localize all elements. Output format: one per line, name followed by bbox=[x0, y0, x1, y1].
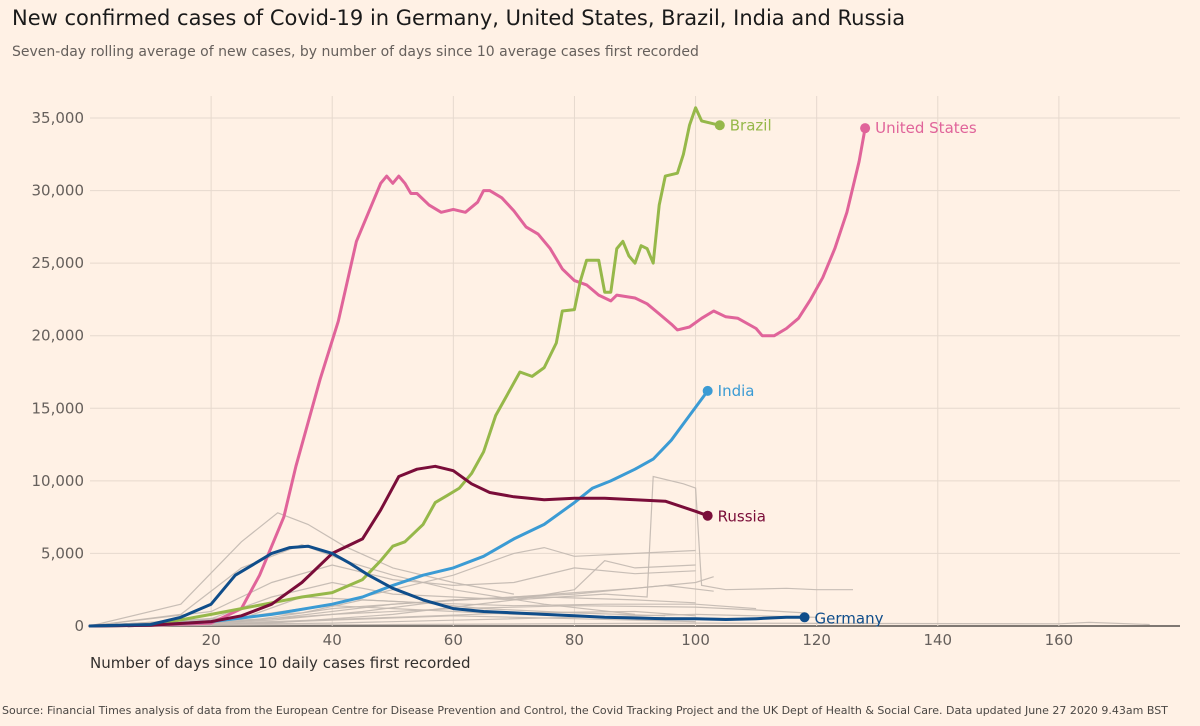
x-axis-label: Number of days since 10 daily cases firs… bbox=[90, 654, 471, 672]
chart-title: New confirmed cases of Covid-19 in Germa… bbox=[12, 6, 906, 30]
series-label-germany: Germany bbox=[815, 609, 884, 627]
source-note: Source: Financial Times analysis of data… bbox=[0, 704, 1200, 717]
series-end-dot-india bbox=[702, 385, 713, 396]
series-label-india: India bbox=[718, 382, 755, 400]
y-tick-label: 20,000 bbox=[32, 327, 85, 345]
background-country-line bbox=[89, 613, 817, 627]
background-country-line bbox=[89, 512, 515, 627]
source-text: Source: Financial Times analysis of data… bbox=[2, 704, 1168, 717]
x-tick-label: 60 bbox=[444, 631, 463, 649]
series-end-dot-united-states bbox=[860, 123, 871, 134]
background-lines bbox=[89, 475, 1150, 627]
axis-labels: 0 5,000 10,000 15,000 20,000 25,000 30,000 35,0… bbox=[32, 109, 1074, 649]
x-tick-label: 20 bbox=[202, 631, 221, 649]
background-country-line bbox=[89, 599, 666, 627]
series-line-india bbox=[88, 389, 710, 628]
y-tick-label: 15,000 bbox=[32, 399, 85, 417]
x-tick-label: 160 bbox=[1045, 631, 1074, 649]
series-label-russia: Russia bbox=[718, 508, 766, 526]
background-country-line bbox=[89, 621, 1150, 627]
y-tick-label: 5,000 bbox=[41, 544, 84, 562]
y-tick-label: 30,000 bbox=[32, 182, 85, 200]
x-tick-label: 40 bbox=[323, 631, 342, 649]
y-tick-label: 35,000 bbox=[32, 109, 85, 127]
series-end-dot-brazil bbox=[714, 120, 725, 131]
gridlines bbox=[90, 96, 1180, 627]
series-end-dot-russia bbox=[702, 510, 713, 521]
series-label-brazil: Brazil bbox=[730, 116, 772, 134]
x-tick-label: 80 bbox=[565, 631, 584, 649]
y-tick-label: 10,000 bbox=[32, 472, 85, 490]
series-lines: United States Brazil India Russia Germany bbox=[88, 106, 977, 628]
series-line-germany bbox=[88, 544, 807, 628]
x-tick-label: 100 bbox=[681, 631, 710, 649]
chart-subtitle: Seven-day rolling average of new cases, … bbox=[12, 44, 699, 60]
background-country-line bbox=[89, 610, 696, 627]
series-line-russia bbox=[88, 464, 710, 628]
chart-svg: United States Brazil India Russia Germany 0 5… bbox=[32, 96, 1180, 672]
series-line-brazil bbox=[88, 106, 722, 628]
y-tick-label: 25,000 bbox=[32, 254, 85, 272]
background-country-line bbox=[89, 475, 853, 627]
series-line-united-states bbox=[88, 126, 867, 628]
x-tick-label: 120 bbox=[802, 631, 831, 649]
background-country-line bbox=[89, 560, 696, 627]
x-tick-label: 140 bbox=[923, 631, 952, 649]
series-end-dot-germany bbox=[799, 612, 810, 623]
series-label-united-states: United States bbox=[875, 119, 977, 137]
y-tick-label: 0 bbox=[74, 617, 84, 635]
background-country-line bbox=[89, 596, 696, 627]
